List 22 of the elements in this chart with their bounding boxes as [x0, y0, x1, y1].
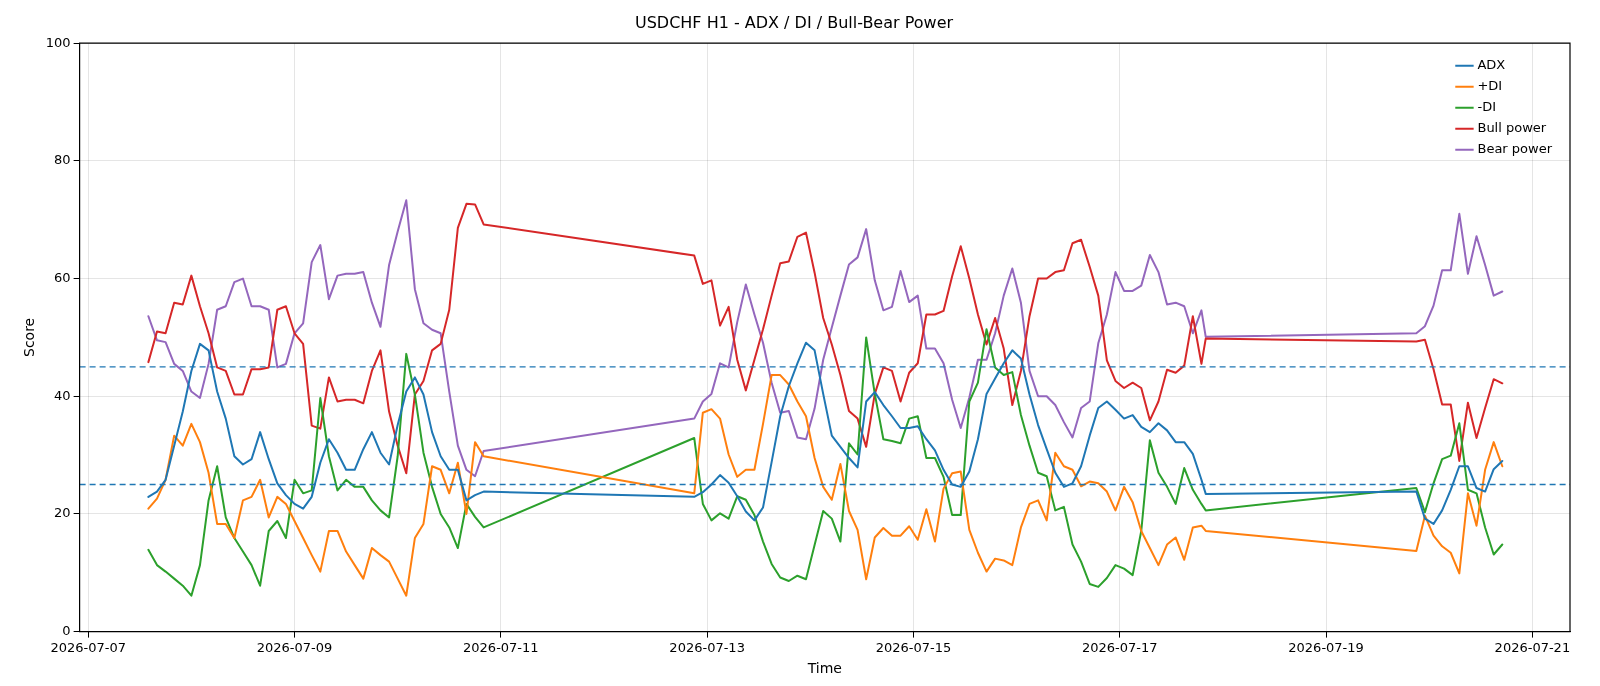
x-tick-label: 2026-07-19: [1288, 639, 1364, 655]
x-tick-label: 2026-07-15: [875, 639, 952, 655]
y-tick-label: 40: [54, 387, 71, 403]
legend-label: ADX: [1477, 57, 1506, 73]
x-tick-label: 2026-07-21: [1494, 639, 1571, 655]
legend-label: Bull power: [1477, 120, 1547, 136]
legend-label: -DI: [1477, 99, 1497, 115]
y-tick-label: 100: [45, 34, 71, 50]
y-tick-label: 60: [54, 269, 71, 285]
y-tick-label: 20: [54, 505, 71, 521]
y-tick-label: 80: [54, 152, 71, 168]
x-tick-label: 2026-07-07: [50, 639, 126, 655]
y-axis-title: Score: [21, 317, 38, 358]
x-tick-label: 2026-07-09: [256, 639, 333, 655]
legend-label: +DI: [1477, 78, 1503, 94]
x-tick-label: 2026-07-17: [1081, 639, 1158, 655]
x-tick-label: 2026-07-13: [669, 639, 745, 655]
y-tick-label: 0: [62, 622, 71, 638]
chart-title: USDCHF H1 - ADX / DI / Bull-Bear Power: [634, 12, 954, 32]
x-axis-title: Time: [806, 660, 842, 677]
legend-label: Bear power: [1477, 141, 1553, 157]
x-tick-label: 2026-07-11: [463, 639, 539, 655]
